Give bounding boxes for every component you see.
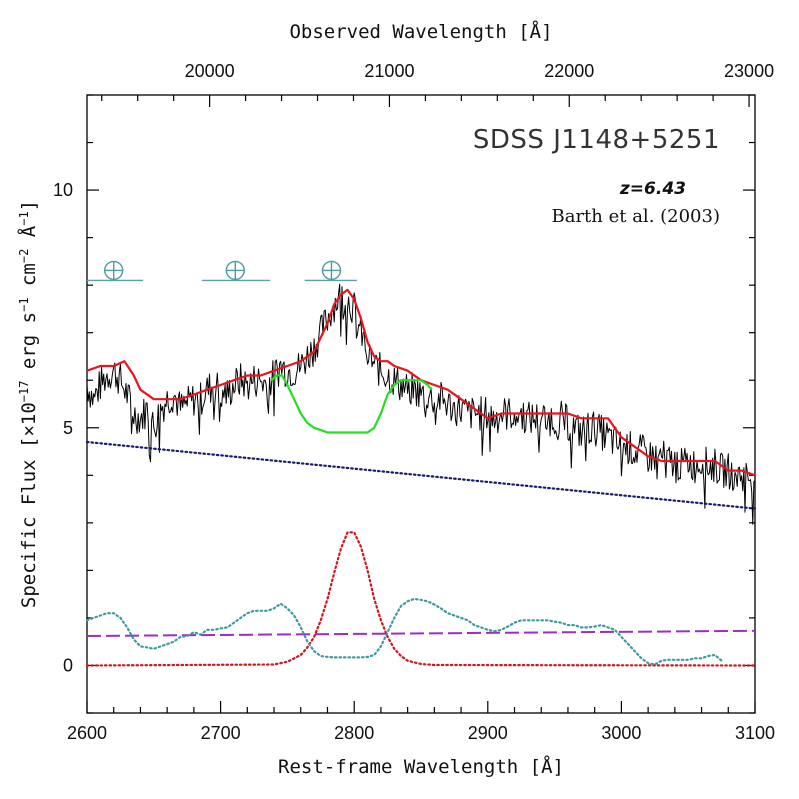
y-tick-label: 5 xyxy=(63,418,73,438)
y-axis-title-exp1: −17 xyxy=(17,381,31,403)
x-tick-label: 3100 xyxy=(735,723,775,743)
y-axis-title-mid3: Å xyxy=(17,225,40,248)
series-line-6 xyxy=(85,597,723,666)
series-line-4 xyxy=(86,629,756,637)
axis-ticks xyxy=(86,94,756,714)
tick-labels: 2600 2700 2800 2900 3000 3100 20000 21000 22000 2… xyxy=(53,61,775,743)
series-line-1 xyxy=(86,288,756,477)
y-axis-title-exp3: −2 xyxy=(17,249,31,263)
y-axis-title-mid2: cm xyxy=(18,263,40,297)
bottom-axis-title: Rest-frame Wavelength [Å] xyxy=(278,755,564,778)
y-axis-title: Specific Flux [×10−17 erg s−1 cm−2 Å−1] xyxy=(17,200,40,608)
y-axis-title-exp2: −1 xyxy=(17,297,31,311)
x-tick-label: 2600 xyxy=(67,723,107,743)
series-line-0 xyxy=(86,283,756,525)
series-line-2 xyxy=(270,374,433,434)
x2-tick-label: 22000 xyxy=(544,61,594,81)
y-tick-label: 10 xyxy=(53,180,73,200)
redshift-label: z=6.43 xyxy=(619,179,686,199)
y-axis-title-mid1: erg s xyxy=(18,312,40,381)
data-series xyxy=(85,283,757,667)
x-tick-label: 2700 xyxy=(201,723,241,743)
x-tick-label: 2900 xyxy=(468,723,508,743)
x2-tick-label: 20000 xyxy=(185,61,235,81)
telluric-markers xyxy=(87,260,357,282)
x2-tick-label: 21000 xyxy=(364,61,414,81)
top-axis-title: Observed Wavelength [Å] xyxy=(289,20,552,43)
x-tick-label: 3000 xyxy=(601,723,641,743)
series-line-5 xyxy=(85,531,757,667)
y-tick-label: 0 xyxy=(63,655,73,675)
y-axis-title-pre: Specific Flux [×10 xyxy=(18,402,40,608)
series-line-3 xyxy=(85,440,757,510)
chart-title: SDSS J1148+5251 xyxy=(473,125,720,155)
x2-tick-label: 23000 xyxy=(724,61,774,81)
x-tick-label: 2800 xyxy=(334,723,374,743)
y-axis-title-post: ] xyxy=(18,200,40,211)
reference-label: Barth et al. (2003) xyxy=(551,206,720,227)
plot-frame xyxy=(86,94,756,714)
y-axis-title-exp4: −1 xyxy=(17,211,31,225)
